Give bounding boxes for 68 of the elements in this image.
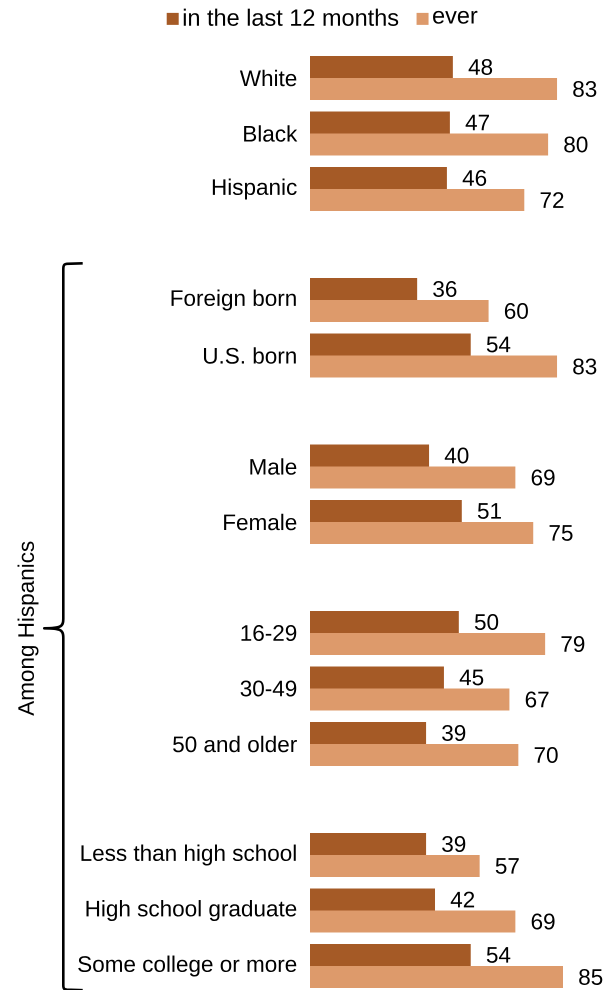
bar [310, 855, 480, 878]
bar [310, 56, 453, 78]
y-tick-label: U.S. born [204, 347, 296, 364]
y-tick-label: Some college or more [78, 956, 296, 976]
bar [310, 522, 534, 544]
y-tick-label: 16-29 [241, 625, 296, 641]
bar [310, 966, 563, 988]
bar [310, 167, 447, 189]
y-tick-label: Female [224, 514, 296, 530]
data-label: 54 [486, 947, 510, 963]
bar [310, 688, 510, 711]
data-label: 85 [579, 969, 602, 985]
bar [310, 833, 426, 856]
data-label: 80 [564, 136, 588, 152]
bar [310, 78, 558, 100]
y-tick-label: 30-49 [240, 680, 296, 696]
bar [310, 910, 516, 933]
data-label: 72 [540, 192, 564, 208]
bar [310, 722, 426, 744]
bar [310, 134, 548, 156]
bar [310, 611, 459, 634]
data-label: 79 [561, 636, 584, 652]
bar [310, 633, 546, 656]
data-label: 69 [532, 470, 555, 486]
legend-label: ever [433, 10, 478, 24]
data-label: 39 [442, 836, 466, 852]
bar [310, 112, 450, 134]
data-label: 67 [526, 692, 549, 708]
y-tick-label: 50 and older [173, 736, 297, 752]
bar [310, 666, 444, 689]
bar [310, 278, 418, 300]
bar [310, 466, 516, 489]
data-label: 48 [468, 59, 492, 75]
data-label: 57 [496, 858, 519, 874]
data-label: 54 [486, 336, 510, 352]
data-label: 46 [462, 170, 486, 186]
data-label: 70 [534, 747, 558, 763]
data-label: 51 [478, 503, 501, 519]
data-label: 69 [532, 914, 555, 930]
data-label: 47 [466, 114, 489, 130]
legend-label: in the last 12 months [184, 8, 398, 26]
bar [310, 444, 430, 467]
data-label: 50 [474, 614, 498, 630]
y-tick-label: Male [250, 458, 296, 475]
y-tick-label: White [240, 70, 296, 86]
data-label: 36 [433, 281, 456, 297]
y-tick-label: Hispanic [212, 178, 297, 200]
bar [310, 356, 558, 378]
y-tick-label: High school graduate [86, 900, 296, 921]
data-label: 75 [550, 525, 573, 541]
data-label: 45 [460, 670, 484, 686]
bar [310, 888, 436, 911]
data-label: 83 [573, 81, 596, 97]
bar [310, 744, 518, 766]
bar [310, 334, 471, 356]
bar [310, 189, 524, 211]
data-label: 42 [450, 892, 474, 908]
y-tick-label: Black [244, 125, 298, 142]
bar [310, 944, 471, 966]
y-tick-label: Foreign born [172, 290, 296, 310]
data-label: 39 [442, 725, 466, 741]
bar [310, 500, 462, 522]
text: Among Hispanics [18, 542, 38, 716]
data-label: 83 [573, 358, 596, 374]
bar [310, 300, 489, 322]
data-label: 40 [444, 448, 468, 464]
y-tick-label: Less than high school [81, 844, 296, 866]
data-label: 60 [504, 303, 528, 319]
